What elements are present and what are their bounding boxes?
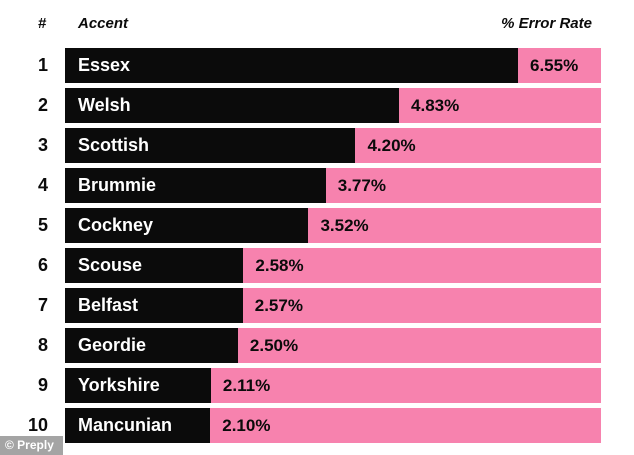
bar-row: 5 Cockney 3.52%: [0, 208, 601, 243]
accent-label: Brummie: [78, 175, 157, 195]
bar-fill: Welsh: [65, 88, 400, 123]
bar-fill: Cockney: [65, 208, 309, 243]
bar-fill: Scouse: [65, 248, 244, 283]
column-headers: # Accent % Error Rate: [0, 15, 634, 37]
column-header-accent: Accent: [78, 15, 129, 32]
rank-label: 9: [37, 375, 48, 395]
bar-row: 2 Welsh 4.83%: [0, 88, 601, 123]
error-rate-label: 4.20%: [367, 135, 416, 155]
accent-label: Belfast: [78, 295, 139, 315]
bar-track: Yorkshire 2.11%: [65, 368, 601, 403]
accent-label: Mancunian: [78, 415, 173, 435]
accent-label: Cockney: [78, 215, 154, 235]
bar-fill: Essex: [65, 48, 518, 83]
bar-row: 6 Scouse 2.58%: [0, 248, 601, 283]
accent-label: Yorkshire: [78, 375, 160, 395]
error-rate-label: 3.52%: [320, 215, 369, 235]
rank-label: 8: [37, 335, 48, 355]
rank-label: 7: [37, 295, 48, 315]
bar-track: Cockney 3.52%: [65, 208, 601, 243]
bar-track: Scouse 2.58%: [65, 248, 601, 283]
accent-label: Geordie: [78, 335, 147, 355]
error-rate-label: 4.83%: [411, 95, 460, 115]
error-rate-label: 6.55%: [530, 55, 579, 75]
bar-row: 4 Brummie 3.77%: [0, 168, 601, 203]
rank-label: 2: [37, 95, 48, 115]
error-rate-label: 2.58%: [255, 255, 304, 275]
accent-label: Scottish: [78, 135, 150, 155]
column-header-rank: #: [37, 15, 47, 32]
accent-label: Welsh: [78, 95, 131, 115]
bar-fill: Yorkshire: [65, 368, 211, 403]
bar-row: 8 Geordie 2.50%: [0, 328, 601, 363]
rank-label: 10: [27, 415, 48, 435]
bar-track: Essex 6.55%: [65, 48, 601, 83]
preply-credit-watermark: © Preply: [0, 436, 63, 455]
bar-row: 3 Scottish 4.20%: [0, 128, 601, 163]
bar-fill: Geordie: [65, 328, 238, 363]
bar-fill: Brummie: [65, 168, 326, 203]
error-rate-label: 3.77%: [337, 175, 386, 195]
error-rate-label: 2.11%: [222, 375, 271, 395]
rank-label: 1: [37, 55, 48, 75]
bar-row: 7 Belfast 2.57%: [0, 288, 601, 323]
rank-label: 4: [37, 175, 48, 195]
error-rate-label: 2.10%: [222, 415, 271, 435]
bar-track: Brummie 3.77%: [65, 168, 601, 203]
bar-track: Welsh 4.83%: [65, 88, 601, 123]
bar-rows: 1 Essex 6.55% 2 Welsh 4.83% 3 Scotti: [0, 48, 601, 448]
rank-label: 5: [37, 215, 48, 235]
bar-fill: Mancunian: [65, 408, 211, 443]
error-rate-label: 2.57%: [254, 295, 303, 315]
accent-label: Scouse: [78, 255, 143, 275]
bar-fill: Belfast: [65, 288, 243, 323]
error-rate-label: 2.50%: [249, 335, 299, 355]
accent-label: Essex: [78, 55, 131, 75]
bar-row: 9 Yorkshire 2.11%: [0, 368, 601, 403]
bar-track: Belfast 2.57%: [65, 288, 601, 323]
bar-track: Mancunian 2.10%: [65, 408, 601, 443]
bar-row: 10 Mancunian 2.10%: [0, 408, 601, 443]
bar-row: 1 Essex 6.55%: [0, 48, 601, 83]
bar-track: Scottish 4.20%: [65, 128, 601, 163]
column-header-error-rate: % Error Rate: [501, 15, 592, 32]
rank-label: 3: [37, 135, 48, 155]
bar-track: Geordie 2.50%: [65, 328, 601, 363]
bar-fill: Scottish: [65, 128, 356, 163]
rank-label: 6: [37, 255, 48, 275]
